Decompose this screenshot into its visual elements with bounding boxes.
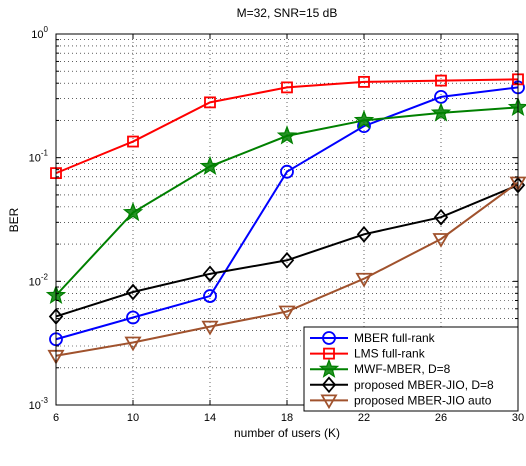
y-tick-exponent: -1 [41, 149, 49, 158]
data-point [201, 157, 218, 173]
legend-label: LMS full-rank [354, 347, 426, 361]
y-axis-title: BER [7, 207, 21, 232]
x-tick-label: 14 [204, 412, 216, 424]
chart-title: M=32, SNR=15 dB [237, 6, 338, 20]
x-tick-label: 26 [435, 412, 447, 424]
y-tick-label: 100 [31, 25, 48, 41]
series-3 [47, 98, 526, 302]
legend-item: LMS full-rank [310, 347, 426, 361]
x-tick-label: 6 [53, 412, 59, 424]
x-tick-label: 30 [512, 412, 524, 424]
y-tick-label: 10-3 [29, 396, 49, 412]
legend-label: MBER full-rank [354, 331, 436, 345]
y-tick-label: 10-2 [29, 272, 49, 288]
data-point [124, 204, 141, 220]
y-tick-exponent: -2 [41, 272, 49, 281]
y-tick-label: 10-1 [29, 149, 49, 165]
data-point [278, 127, 295, 143]
x-tick-label: 22 [358, 412, 370, 424]
x-tick-label: 10 [127, 412, 139, 424]
legend-label: proposed MBER-JIO auto [354, 393, 492, 407]
y-tick-exponent: 0 [44, 25, 49, 34]
legend-label: proposed MBER-JIO, D=8 [354, 378, 494, 392]
x-axis-title: number of users (K) [234, 426, 340, 440]
y-tick-exponent: -3 [41, 396, 49, 405]
data-point [432, 104, 449, 120]
x-tick-label: 18 [281, 412, 293, 424]
legend-label: MWF-MBER, D=8 [354, 362, 451, 376]
